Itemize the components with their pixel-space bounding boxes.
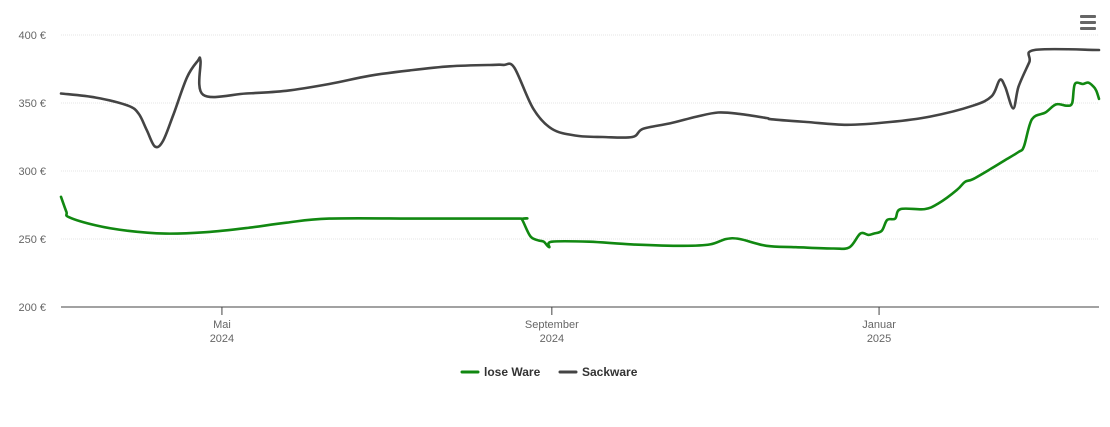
x-tick-label-month: September [525,319,579,331]
series-line-sackware[interactable] [59,47,1101,149]
y-tick-label: 300 € [18,166,46,178]
x-axis [61,306,1099,315]
hamburger-menu-icon-bar [1080,21,1096,24]
legend-item-sackware[interactable]: Sackware [558,365,638,379]
legend-item-lose-ware[interactable]: lose Ware [460,365,541,379]
y-tick-label: 200 € [18,302,46,314]
y-axis-tick-labels: 200 € 250 € 300 € 350 € 400 € [18,30,46,314]
chart-menu-button[interactable] [1076,10,1100,34]
x-tick-label-month: Mai [213,319,231,331]
series-lines [59,47,1101,251]
legend[interactable]: lose Ware Sackware [460,365,638,379]
x-tick-label-year: 2024 [540,333,564,345]
hamburger-menu-icon-bar [1080,27,1096,30]
y-tick-label: 400 € [18,30,46,42]
series-line-lose-ware[interactable] [59,81,1101,251]
x-tick-label-month: Januar [862,319,896,331]
hamburger-menu-icon [1080,15,1096,18]
x-tick-label-year: 2024 [210,333,234,345]
y-tick-label: 350 € [18,98,46,110]
y-tick-label: 250 € [18,234,46,246]
x-axis-tick-labels: Mai 2024 September 2024 Januar 2025 [210,319,897,345]
gridlines [61,34,1099,240]
legend-label: Sackware [582,365,638,379]
x-tick-label-year: 2025 [867,333,891,345]
legend-label: lose Ware [484,365,541,379]
